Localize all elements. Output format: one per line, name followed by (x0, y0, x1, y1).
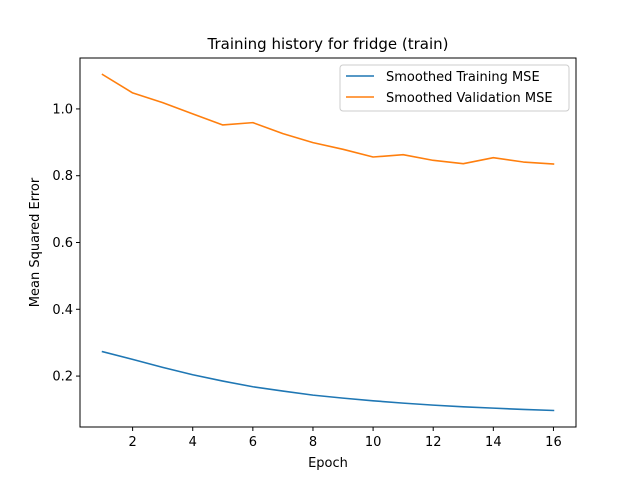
y-axis-ticks: 0.2 0.4 0.6 0.8 1.0 (52, 102, 80, 385)
series-line-training (101, 350, 555, 412)
x-tick-label: 4 (189, 435, 197, 450)
x-axis-ticks: 2 4 6 8 10 12 14 16 (128, 427, 562, 450)
y-tick-label: 0.8 (52, 169, 73, 184)
x-tick-label: 8 (309, 435, 317, 450)
x-axis-label: Epoch (308, 456, 348, 471)
y-tick-label: 1.0 (52, 102, 73, 117)
x-tick-label: 2 (128, 435, 136, 450)
series-line-validation (101, 73, 555, 165)
chart-title: Training history for fridge (train) (207, 35, 449, 53)
axes-frame (79, 57, 577, 428)
x-tick-label: 6 (249, 435, 257, 450)
y-tick-label: 0.2 (52, 370, 73, 385)
series-layer (101, 73, 555, 412)
y-tick-label: 0.4 (52, 303, 73, 318)
y-tick-label: 0.6 (52, 236, 73, 251)
legend-label-validation: Smoothed Validation MSE (386, 91, 553, 106)
legend-box (339, 64, 570, 112)
x-tick-label: 14 (485, 435, 502, 450)
y-axis-label: Mean Squared Error (28, 177, 43, 307)
plot-area: 2 4 6 8 10 12 14 16 0.2 0.4 0.6 0.8 1.0 (52, 57, 577, 450)
x-tick-label: 10 (365, 435, 382, 450)
x-tick-label: 16 (545, 435, 562, 450)
legend-label-training: Smoothed Training MSE (386, 70, 540, 85)
legend: Smoothed Training MSE Smoothed Validatio… (339, 64, 570, 112)
x-tick-label: 12 (425, 435, 442, 450)
